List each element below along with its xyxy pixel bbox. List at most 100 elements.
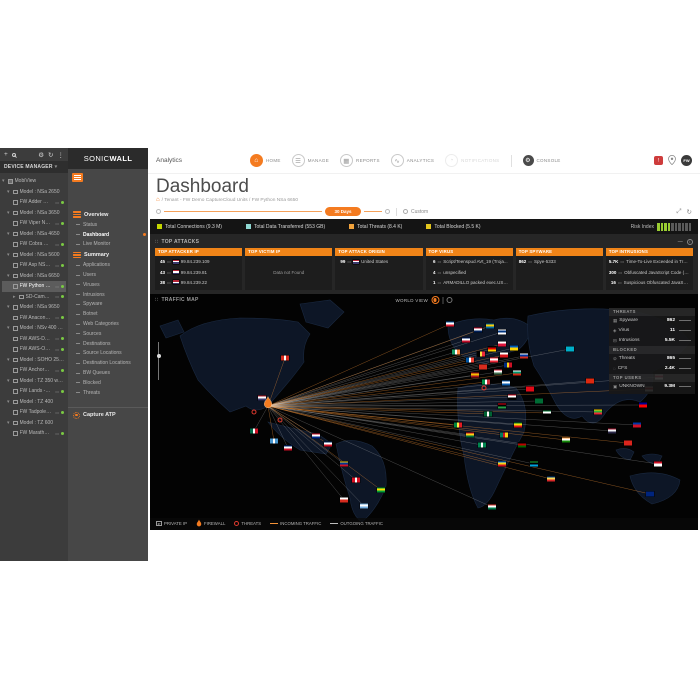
- country-flag-marker[interactable]: [498, 329, 506, 335]
- country-flag-marker[interactable]: [513, 370, 521, 376]
- world-view-off-icon[interactable]: [446, 296, 453, 304]
- nav-item-home[interactable]: ⌂ HOME: [250, 154, 281, 167]
- sidebar-item-botnet[interactable]: Botnet: [68, 309, 148, 319]
- attacks-row[interactable]: 99 ▭ United States: [340, 259, 389, 265]
- sidebar-item-sources[interactable]: Sources: [68, 329, 148, 339]
- overlay-stat-row[interactable]: ◈ Virus 11: [609, 326, 695, 336]
- country-flag-marker[interactable]: [514, 422, 522, 428]
- tree-firewall-row[interactable]: FW Viper NSa 3...▭: [2, 218, 66, 229]
- country-flag-marker[interactable]: [586, 378, 594, 383]
- attacks-column-header[interactable]: TOP INTRUSIONS: [605, 248, 694, 256]
- tree-model-row[interactable]: ▾Model : TZ 350 wireless ...: [7, 377, 64, 384]
- overlay-stat-row[interactable]: ▦ Spyware 862: [609, 316, 695, 326]
- nav-item-reports[interactable]: ▦ REPORTS: [340, 154, 380, 167]
- overlay-stat-row[interactable]: ⊘ Threats 865: [609, 354, 695, 364]
- country-flag-marker[interactable]: [547, 476, 555, 482]
- country-flag-marker[interactable]: [490, 357, 498, 363]
- threat-marker[interactable]: [277, 417, 283, 422]
- country-flag-marker[interactable]: [526, 386, 534, 391]
- nav-item-console[interactable]: ⚙ CONSOLE: [522, 155, 561, 166]
- country-flag-marker[interactable]: [484, 411, 493, 416]
- tree-model-row[interactable]: ▾ Model : TZ 600: [7, 419, 54, 426]
- country-flag-marker[interactable]: [508, 394, 516, 400]
- map-zoom-slider[interactable]: [156, 341, 161, 380]
- country-flag-marker[interactable]: [488, 346, 496, 352]
- attacks-row[interactable]: 43 ▭ 99.84.239.81: [159, 269, 208, 275]
- country-flag-marker[interactable]: [454, 422, 463, 427]
- attacks-row[interactable]: 1 ▭ ARMADILLO packed exec.USE...: [433, 279, 510, 285]
- country-flag-marker[interactable]: [624, 440, 632, 445]
- country-flag-marker[interactable]: [543, 410, 551, 416]
- tree-model-row[interactable]: ▾ Model : NSa 4650: [7, 230, 60, 237]
- sidebar-item-destination-locations[interactable]: Destination Locations: [68, 358, 148, 368]
- country-flag-marker[interactable]: [500, 432, 509, 437]
- country-flag-marker[interactable]: [479, 364, 487, 369]
- world-view-on-icon[interactable]: [431, 296, 440, 304]
- add-device-icon[interactable]: +: [4, 151, 8, 158]
- slider-start-handle[interactable]: [156, 209, 161, 214]
- country-flag-marker[interactable]: [639, 402, 647, 407]
- country-flag-marker[interactable]: [377, 487, 385, 493]
- tree-firewall-row[interactable]: FW AWS-OPS-NS...▭: [2, 344, 66, 355]
- tree-firewall-row[interactable]: FW Anchorage ...▭: [2, 365, 66, 376]
- attacks-column-header[interactable]: TOP ATTACK ORIGIN: [335, 248, 423, 256]
- attacks-row[interactable]: 300 ▭ Obfuscated JavaScript Code (M...: [608, 269, 691, 275]
- nav-item-notifications[interactable]: ◔ NOTIFICATIONS: [445, 154, 499, 167]
- sidebar-item-bw-queues[interactable]: BW Queues: [68, 368, 148, 378]
- menu-group-header[interactable]: Summary: [68, 249, 148, 260]
- country-flag-marker[interactable]: [452, 349, 461, 354]
- sidebar-item-intrusions[interactable]: Intrusions: [68, 290, 148, 300]
- country-flag-marker[interactable]: [646, 491, 654, 496]
- tree-firewall-row[interactable]: FW Tadpole T... ▭: [2, 407, 66, 418]
- sidebar-item-spyware[interactable]: Spyware: [68, 300, 148, 310]
- country-flag-marker[interactable]: [474, 327, 482, 333]
- tree-model-row[interactable]: ▾ Model : NSa 6650: [7, 272, 60, 279]
- country-flag-marker[interactable]: [478, 442, 487, 447]
- country-flag-marker[interactable]: [281, 355, 290, 360]
- sidebar-item-blocked[interactable]: Blocked: [68, 378, 148, 388]
- tree-firewall-row[interactable]: FW Cobra NSa ...▭: [2, 239, 66, 250]
- country-flag-marker[interactable]: [510, 345, 518, 350]
- sidebar-item-destinations[interactable]: Destinations: [68, 339, 148, 349]
- slider-track[interactable]: [164, 210, 322, 213]
- country-flag-marker[interactable]: [258, 395, 266, 401]
- country-flag-marker[interactable]: [520, 353, 528, 359]
- attacks-row[interactable]: 6 ▭ Script/Teenspud AVt_19 (Troja...: [433, 259, 508, 265]
- country-flag-marker[interactable]: [466, 432, 474, 438]
- tree-model-row[interactable]: ▾Model : NSv 400 (AWS): [7, 325, 64, 332]
- country-flag-marker[interactable]: [502, 380, 510, 386]
- collapse-dash-icon[interactable]: —: [677, 238, 683, 245]
- tree-firewall-row[interactable]: FW Anaconda ...▭: [2, 313, 66, 324]
- tree-model-row[interactable]: ▾Model : SOHO 250 wirele...: [2, 355, 66, 366]
- attacks-row[interactable]: 5.7K ▭ Time-To-Live Exceeded in Tran...: [608, 259, 691, 265]
- country-flag-marker[interactable]: [477, 351, 486, 356]
- country-flag-marker[interactable]: [535, 398, 543, 403]
- location-pin-icon[interactable]: [668, 152, 676, 170]
- threat-marker[interactable]: [481, 385, 487, 390]
- country-flag-marker[interactable]: [360, 503, 368, 509]
- country-flag-marker[interactable]: [340, 461, 348, 467]
- country-flag-marker[interactable]: [250, 428, 259, 433]
- overlay-stat-row[interactable]: ▣ UNKNOWN 9.3M: [609, 382, 695, 392]
- settings-icon[interactable]: ⚙: [38, 151, 45, 159]
- country-flag-marker[interactable]: [352, 477, 361, 482]
- tree-firewall-row[interactable]: FW Lands - TZ ...▭: [2, 386, 66, 397]
- attacks-column-header[interactable]: TOP SPYWARE: [515, 248, 603, 256]
- kebab-menu-icon[interactable]: ⋮: [57, 151, 65, 159]
- attacks-row[interactable]: 45 ▭ 99.84.239.109: [159, 259, 210, 265]
- country-flag-marker[interactable]: [482, 379, 491, 384]
- tree-model-row[interactable]: ▾ Model : NSa 5600: [7, 251, 60, 258]
- avatar[interactable]: FW: [681, 155, 692, 166]
- attacks-row[interactable]: 4 ▭ unspecified: [433, 269, 467, 275]
- refresh-icon[interactable]: ↻: [48, 151, 54, 159]
- attacks-row[interactable]: 38 ▭ 99.84.239.22: [159, 279, 208, 285]
- country-flag-marker[interactable]: [566, 346, 574, 351]
- sidebar-item-users[interactable]: Users: [68, 270, 148, 280]
- country-flag-marker[interactable]: [498, 403, 506, 409]
- slider-end-handle[interactable]: [385, 209, 390, 214]
- nav-item-manage[interactable]: ☰ MANAGE: [291, 154, 329, 167]
- tree-firewall-row[interactable]: FW AWS-DEV-NS...▭: [2, 334, 66, 345]
- info-icon[interactable]: i: [687, 238, 693, 245]
- country-flag-marker[interactable]: [504, 362, 513, 367]
